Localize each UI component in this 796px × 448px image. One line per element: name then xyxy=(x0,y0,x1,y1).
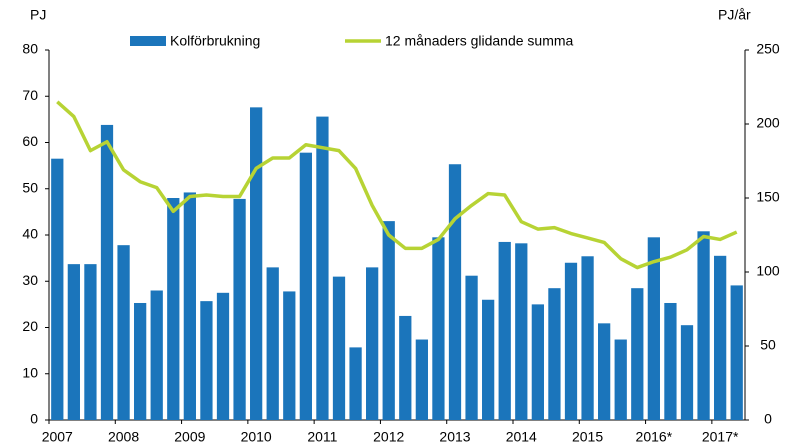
bar xyxy=(631,288,644,420)
y-tick-label: 70 xyxy=(22,87,38,103)
y-tick-label: 40 xyxy=(22,226,38,242)
bar xyxy=(283,291,296,420)
x-tick-label: 2012 xyxy=(373,429,404,445)
y-tick-label: 60 xyxy=(22,133,38,149)
bar xyxy=(266,267,279,420)
y-axis-label: PJ xyxy=(30,7,46,23)
bar xyxy=(67,264,80,420)
x-tick-label: 2015 xyxy=(572,429,603,445)
bar xyxy=(697,231,710,420)
y2-tick-label: 50 xyxy=(760,337,776,353)
bar xyxy=(498,241,511,420)
bar xyxy=(200,301,213,420)
y-tick-label: 0 xyxy=(30,411,38,427)
x-tick-label: 2007 xyxy=(42,429,73,445)
y-tick-label: 20 xyxy=(22,318,38,334)
bar xyxy=(680,325,694,420)
bar xyxy=(548,288,561,420)
x-tick-label: 2009 xyxy=(174,429,205,445)
y-tick-label: 10 xyxy=(22,364,38,380)
bar xyxy=(730,285,743,420)
bar xyxy=(299,152,312,421)
x-tick-label: 2008 xyxy=(108,429,139,445)
legend-swatch xyxy=(130,36,166,46)
y2-tick-label: 250 xyxy=(756,41,780,57)
y-tick-label: 50 xyxy=(22,179,38,195)
bar xyxy=(84,264,97,420)
bar xyxy=(382,221,395,420)
bar xyxy=(117,245,130,420)
bar xyxy=(167,198,180,420)
y2-tick-label: 150 xyxy=(756,189,780,205)
x-tick-label: 2010 xyxy=(241,429,272,445)
y-tick-label: 30 xyxy=(22,272,38,288)
x-tick-label: 2016* xyxy=(636,429,673,445)
bar xyxy=(564,262,578,420)
x-tick-label: 2013 xyxy=(439,429,470,445)
bar xyxy=(647,237,660,420)
y2-tick-label: 100 xyxy=(756,263,780,279)
bar xyxy=(366,267,379,420)
bar xyxy=(150,290,163,420)
line xyxy=(56,100,738,270)
bar xyxy=(714,255,727,420)
bar xyxy=(183,192,196,420)
y-tick-label: 80 xyxy=(22,41,38,57)
bar xyxy=(448,164,462,420)
bar xyxy=(316,116,329,420)
bar xyxy=(482,299,495,420)
bar xyxy=(465,275,478,420)
bar xyxy=(415,339,428,420)
bar xyxy=(332,276,346,420)
y2-tick-label: 0 xyxy=(764,411,772,427)
bar xyxy=(51,158,64,420)
legend-label: 12 månaders glidande summa xyxy=(385,33,574,49)
x-tick-label: 2014 xyxy=(506,429,537,445)
bar xyxy=(233,198,246,420)
legend-label: Kolförbrukning xyxy=(170,33,260,49)
bar xyxy=(581,256,594,420)
bar xyxy=(100,124,114,421)
bar xyxy=(134,302,147,420)
x-tick-label: 2011 xyxy=(307,429,337,445)
bar xyxy=(531,304,544,420)
y2-axis-label: PJ/år xyxy=(718,7,751,23)
x-tick-label: 2017* xyxy=(702,429,739,445)
bar xyxy=(515,243,528,420)
bar xyxy=(399,315,412,420)
bar xyxy=(216,292,230,420)
bar xyxy=(250,107,263,420)
y2-tick-label: 200 xyxy=(756,115,780,131)
bar xyxy=(598,323,611,420)
bar xyxy=(664,302,677,420)
bar xyxy=(432,237,445,420)
bar xyxy=(614,339,627,420)
bar xyxy=(349,347,362,420)
